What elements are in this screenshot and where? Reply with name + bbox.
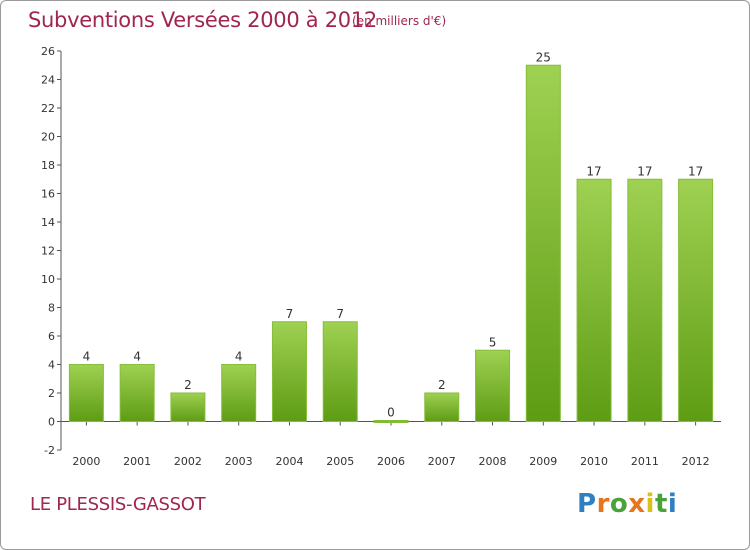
data-label-2002: 2 (184, 378, 192, 392)
bar-2011 (627, 178, 663, 422)
y-tick-label: 14 (41, 216, 55, 229)
y-tick-label: 26 (41, 45, 55, 58)
y-tick-label: 2 (48, 387, 55, 400)
bar-2004 (271, 321, 307, 422)
chart-subtitle: (en milliers d'€) (352, 14, 447, 28)
logo-letter: P (577, 489, 597, 519)
y-tick-label: 12 (41, 245, 55, 258)
data-label-2009: 25 (536, 50, 551, 64)
bar-2002 (170, 392, 206, 422)
bar-2009 (525, 64, 561, 422)
data-label-2005: 7 (336, 307, 344, 321)
chart-title: Subventions Versées 2000 à 2012 (28, 8, 377, 32)
data-label-2001: 4 (133, 350, 141, 364)
x-tick-label-2001: 2001 (123, 455, 151, 468)
y-tick-label: 22 (41, 102, 55, 115)
x-tick-label-2002: 2002 (174, 455, 202, 468)
data-label-2000: 4 (83, 350, 91, 364)
x-tick-label-2003: 2003 (225, 455, 253, 468)
x-tick-label-2007: 2007 (428, 455, 456, 468)
y-tick-label: 8 (48, 302, 55, 315)
data-label-2004: 7 (286, 307, 294, 321)
x-tick-label-2004: 2004 (275, 455, 303, 468)
data-label-2012: 17 (688, 164, 703, 178)
y-tick-label: 18 (41, 159, 55, 172)
bar-2006 (373, 420, 409, 423)
y-tick-label: 10 (41, 273, 55, 286)
y-tick-label: 24 (41, 74, 55, 87)
x-tick-label-2012: 2012 (682, 455, 710, 468)
logo-letter: x (628, 489, 646, 519)
x-tick-label-2006: 2006 (377, 455, 405, 468)
y-tick-label: 6 (48, 330, 55, 343)
y-tick-label: 4 (48, 359, 55, 372)
y-tick-label: -2 (44, 444, 55, 457)
bar-2012 (678, 178, 714, 422)
bar-2007 (424, 392, 460, 422)
x-tick-label-2008: 2008 (479, 455, 507, 468)
x-tick-label-2005: 2005 (326, 455, 354, 468)
bar-2008 (475, 349, 511, 422)
x-tick-label-2000: 2000 (72, 455, 100, 468)
bar-2003 (221, 364, 257, 422)
commune-name: LE PLESSIS-GASSOT (30, 494, 206, 515)
logo-letter: o (609, 489, 629, 519)
data-labels: 4 2000 4 2001 2 2002 4 2003 7 2004 7 2005 0 2006 2 2007… (72, 50, 709, 468)
x-tick-label-2011: 2011 (631, 455, 659, 468)
y-tick-label: 16 (41, 188, 55, 201)
data-label-2011: 17 (637, 164, 652, 178)
data-label-2008: 5 (489, 335, 497, 349)
bar-2010 (576, 178, 612, 422)
y-tick-label: 20 (41, 131, 55, 144)
bar-2000 (68, 364, 104, 422)
bars (68, 64, 714, 423)
bar-2005 (322, 321, 358, 422)
x-tick-label-2010: 2010 (580, 455, 608, 468)
data-label-2006: 0 (387, 406, 395, 420)
logo-letter: i (645, 489, 655, 519)
logo-letter: i (667, 489, 678, 519)
data-label-2007: 2 (438, 378, 446, 392)
logo-letter: r (596, 489, 610, 519)
data-label-2003: 4 (235, 350, 243, 364)
proxiti-logo: Proxiti (577, 489, 677, 519)
logo-letter: t (654, 489, 668, 519)
x-tick-label-2009: 2009 (529, 455, 557, 468)
bar-2001 (119, 364, 155, 422)
y-tick-label: 0 (48, 416, 55, 429)
data-label-2010: 17 (586, 164, 601, 178)
